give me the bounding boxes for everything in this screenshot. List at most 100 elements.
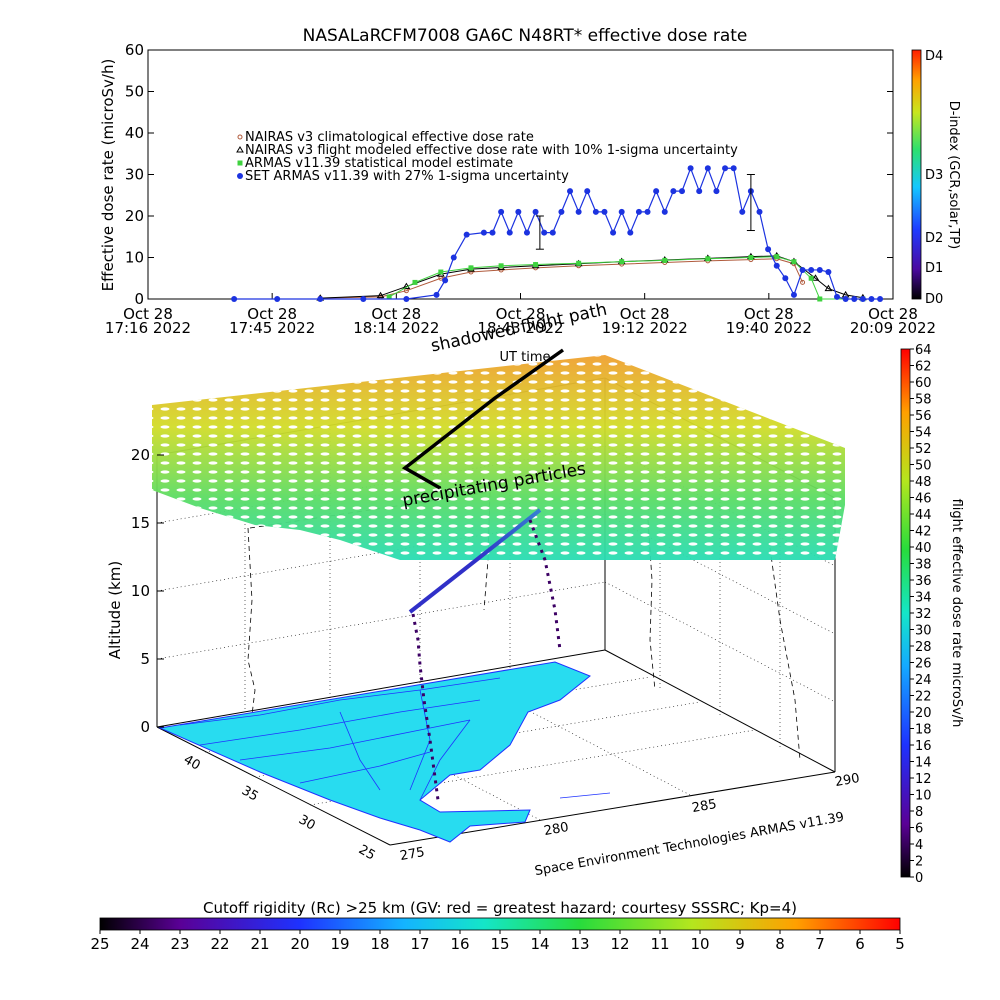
series-point-set-armas (610, 229, 617, 236)
series-point-set-armas (532, 208, 539, 215)
dose-colorbar (900, 348, 911, 878)
longitude-tick-label: 275 (399, 845, 426, 864)
series-point-set-armas (756, 208, 763, 215)
series-point-set-armas (868, 296, 875, 302)
rigidity-colorbar-tick-label: 9 (735, 935, 745, 953)
dose-colorbar-tick-label: 54 (915, 426, 932, 441)
rigidity-colorbar-title: Cutoff rigidity (Rc) >25 km (GV: red = g… (203, 899, 797, 917)
rigidity-colorbar-tick-label: 12 (610, 935, 629, 953)
series-point-set-armas (713, 188, 720, 195)
top-series-layer (231, 165, 884, 302)
x-tick-label-time: 19:12 2022 (602, 319, 688, 337)
dindex-tick-label: D3 (925, 168, 943, 183)
series-point-armas-model (468, 265, 474, 271)
longitude-tick-label: 290 (834, 771, 861, 790)
series-point-set-armas (730, 165, 737, 172)
series-point-set-armas (678, 188, 685, 195)
series-point-set-armas (851, 296, 858, 302)
rigidity-colorbar-tick-label: 18 (370, 935, 389, 953)
dose-colorbar-tick-label: 64 (915, 343, 932, 358)
series-point-set-armas (480, 229, 487, 236)
series-point-set-armas (816, 266, 823, 273)
series-point-set-armas (739, 208, 746, 215)
series-point-set-armas (442, 277, 449, 284)
series-point-armas-model (412, 279, 418, 285)
latitude-ticks: 25 30 35 40 (181, 752, 378, 863)
legend-label: NAIRAS v3 climatological effective dose … (245, 130, 534, 145)
annotation-ut-time: UT time (500, 350, 551, 365)
rigidity-colorbar-tick-label: 10 (690, 935, 709, 953)
series-point-nairas-flight (811, 274, 820, 281)
series-point-set-armas (790, 291, 797, 298)
series-point-set-armas (360, 296, 367, 302)
series-point-nairas-climatological (800, 279, 806, 285)
series-point-set-armas (515, 208, 522, 215)
longitude-tick-label: 280 (543, 820, 570, 839)
floor-map (158, 661, 611, 843)
rigidity-colorbar-tick-label: 11 (650, 935, 669, 953)
rigidity-colorbar-tick-label: 23 (170, 935, 189, 953)
rigidity-colorbar-tick-label: 5 (895, 935, 905, 953)
series-point-armas-model (533, 262, 539, 268)
dose-colorbar-ticks: 0246810121416182022242628303234363840424… (910, 343, 932, 886)
dose-colorbar-tick-label: 22 (915, 690, 932, 705)
series-point-armas-model (662, 257, 668, 263)
rigidity-colorbar-tick-label: 8 (775, 935, 785, 953)
top-y-ticks: 0 10 20 30 40 50 60 (125, 41, 893, 308)
altitude-tick-label: 20 (131, 446, 150, 464)
dose-colorbar-label: flight effective dose rate microSv/h (949, 499, 964, 728)
series-point-set-armas (859, 296, 866, 302)
altitude-tick-label: 0 (140, 718, 150, 736)
x-tick-label-date: Oct 28 (371, 305, 421, 323)
series-point-armas-model (774, 254, 780, 260)
series-point-set-armas (498, 208, 505, 215)
series-point-set-armas (661, 208, 668, 215)
rigidity-colorbar-tick-label: 22 (210, 935, 229, 953)
y-tick-label: 10 (125, 249, 144, 267)
x-tick-label-time: 17:16 2022 (105, 319, 191, 337)
top-legend: NAIRAS v3 climatological effective dose … (236, 130, 738, 184)
x-tick-label-date: Oct 28 (620, 305, 670, 323)
dose-colorbar-tick-label: 34 (915, 591, 932, 606)
dose-colorbar-tick-label: 2 (915, 855, 923, 870)
dose-colorbar-tick-label: 32 (915, 607, 932, 622)
series-point-set-armas (601, 208, 608, 215)
x-tick-label-date: Oct 28 (744, 305, 794, 323)
lower-3d-panel: shadowed flight path UT time precipitati… (90, 300, 964, 953)
rigidity-colorbar (99, 917, 901, 931)
series-point-set-armas (549, 229, 556, 236)
series-point-set-armas (704, 165, 711, 172)
dindex-colorbar-label: D-index (GCR,solar,TP) (946, 101, 961, 249)
series-point-armas-model (791, 259, 797, 265)
dose-colorbar-tick-label: 52 (915, 442, 932, 457)
dose-colorbar-tick-label: 38 (915, 558, 932, 573)
series-point-set-armas (842, 296, 849, 302)
dose-colorbar-tick-label: 14 (915, 756, 932, 771)
rigidity-colorbar-tick-label: 7 (815, 935, 825, 953)
annotation-credit: Space Environment Technologies ARMAS v11… (534, 810, 846, 879)
legend-label: NAIRAS v3 flight modeled effective dose … (245, 143, 738, 158)
latitude-tick-label: 35 (239, 783, 261, 804)
y-tick-label: 50 (125, 83, 144, 101)
dose-colorbar-tick-label: 30 (915, 624, 932, 639)
rigidity-colorbar-tick-label: 15 (490, 935, 509, 953)
series-point-set-armas (653, 188, 660, 195)
x-tick-label-date: Oct 28 (868, 305, 918, 323)
legend-marker (237, 173, 243, 179)
rigidity-colorbar-tick-label: 17 (410, 935, 429, 953)
legend-label: ARMAS v11.39 statistical model estimate (245, 156, 513, 171)
series-point-set-armas (834, 293, 841, 300)
series-point-set-armas (584, 188, 591, 195)
dose-colorbar-tick-label: 10 (915, 789, 932, 804)
series-point-armas-model (576, 260, 582, 266)
series-point-set-armas (618, 208, 625, 215)
dose-colorbar-tick-label: 0 (915, 871, 923, 886)
dose-colorbar-tick-label: 20 (915, 706, 932, 721)
series-point-set-armas (687, 165, 694, 172)
series-point-nairas-flight (824, 284, 833, 292)
y-tick-label: 60 (125, 41, 144, 59)
series-point-armas-model (808, 275, 814, 281)
series-point-armas-model (498, 263, 504, 269)
series-point-set-armas (231, 296, 238, 302)
